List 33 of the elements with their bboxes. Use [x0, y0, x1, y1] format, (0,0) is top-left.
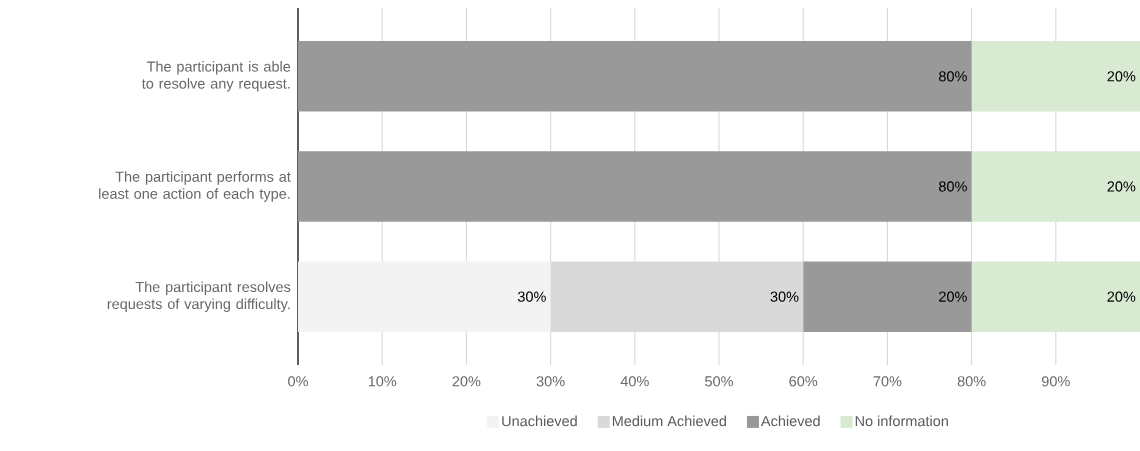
legend-label: No information — [855, 415, 948, 427]
data-label: 20% — [1107, 291, 1136, 302]
bar — [971, 41, 1140, 112]
x-tick-label: 70% — [873, 376, 902, 387]
data-label: 20% — [1107, 181, 1136, 192]
bar — [298, 261, 551, 332]
legend-label: Achieved — [760, 415, 820, 427]
data-label: 20% — [1107, 71, 1136, 82]
x-tick-label: 10% — [368, 376, 397, 387]
x-tick-label: 40% — [620, 376, 649, 387]
x-tick-label: 90% — [1041, 376, 1070, 387]
x-tick-label: 50% — [705, 376, 733, 387]
legend-label: Medium Achieved — [612, 415, 726, 427]
x-tick-label: 60% — [789, 376, 818, 387]
bar — [298, 41, 972, 112]
bar — [971, 151, 1140, 222]
bar — [550, 261, 804, 332]
bar — [298, 151, 972, 222]
legend-label: Unachieved — [502, 415, 577, 427]
x-tick-label: 20% — [452, 376, 481, 387]
bar — [971, 261, 1140, 332]
data-label: 30% — [770, 291, 799, 302]
y-tick-label: The participant is able to resolve any request. — [141, 61, 291, 92]
x-tick-label: 0% — [288, 376, 308, 387]
y-tick-label: The participant resolves requests of varying difficulty. — [107, 281, 291, 312]
bar — [803, 261, 972, 332]
data-label: 80% — [939, 71, 967, 82]
x-tick-label: 80% — [957, 376, 986, 387]
y-tick-label: The participant performs at least one action of each type. — [99, 171, 291, 202]
data-label: 20% — [939, 291, 967, 302]
data-label: 30% — [517, 291, 546, 302]
x-tick-label: 30% — [536, 376, 565, 387]
data-label: 80% — [939, 181, 967, 192]
